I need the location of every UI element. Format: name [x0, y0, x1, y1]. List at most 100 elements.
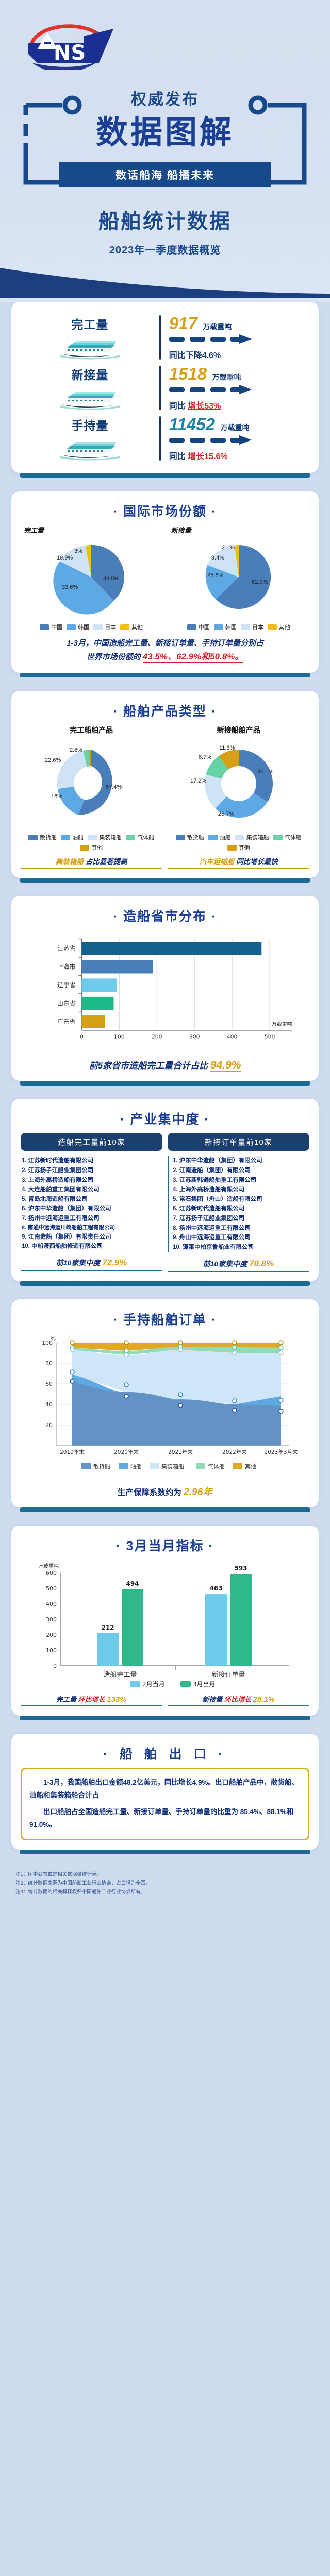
donut-title: 完工船舶产品	[70, 726, 113, 735]
overview-row: 完工量	[21, 312, 309, 363]
list-item: 10. 蓬莱中柏京鲁船业有限公司	[173, 1244, 254, 1250]
donut-label: 36.1%	[257, 769, 273, 775]
axis-tick: 100	[46, 1647, 57, 1654]
donut-legend: 散货船 油船 集装箱船 气体船 其他	[21, 833, 162, 852]
axis-tick: 40	[45, 1401, 53, 1408]
legend-item: 韩国	[67, 623, 89, 631]
list-item: 3. 江苏新韩通船舶重工有限公司	[173, 1177, 257, 1183]
list-item: 9. 舟山中远海运重工有限公司	[173, 1234, 251, 1241]
legend-item: 气体船	[126, 833, 154, 841]
bar-feb-neworders	[205, 1594, 227, 1666]
bar-category-label: 新接订单量	[211, 1671, 245, 1679]
bar-data-label: 463	[209, 1585, 222, 1592]
overview-change: 同比 增长15.6%	[169, 449, 309, 462]
card-shadow-bar	[20, 1715, 310, 1720]
legend-item: 中国	[40, 623, 62, 631]
svg-text:其他: 其他	[245, 1463, 256, 1470]
axis-unit-label: %	[51, 1336, 56, 1342]
concentration-foot-left: 前10家集中度 72.9%	[21, 1258, 162, 1272]
province-chart: 江苏省 上海市 辽宁省 山东省 广东省 0 100 200 300 400 50…	[21, 930, 309, 1053]
concentration-col-neworders: 新接订单量前10家 1. 沪东中华造船（集团）有限公司 2. 江南造船（集团）有…	[168, 1133, 309, 1272]
note-line-2: 世界市场份额的	[86, 653, 141, 662]
list-item: 7. 江苏扬子江船业集团公司	[173, 1215, 245, 1222]
bar-shanghai	[81, 960, 153, 974]
card-shadow-bar	[20, 473, 310, 478]
section-title: · 手持船舶订单 ·	[113, 1312, 217, 1327]
overview-change-prefix: 同比	[169, 452, 186, 461]
overview-change: 同比下降4.6%	[169, 348, 309, 361]
pie-charts: 完工量 43.5% 33.6% 19.9% 3%	[21, 525, 309, 620]
list-item: 6. 江苏新时代造船有限公司	[173, 1206, 245, 1212]
bar-category-label: 江苏省	[57, 945, 76, 952]
wave-divider	[0, 264, 330, 298]
slogan-banner: 数话船海 船播未来	[59, 162, 271, 188]
bar-liaoning	[81, 978, 117, 992]
bar-jiangsu	[81, 942, 262, 956]
concentration-card: · 产业集中度 · 造船完工量前10家 1. 江苏新时代造船有限公司 2. 江苏…	[11, 1099, 319, 1281]
footnote-line: 注1：图中公布或是相关数据量按计算。	[15, 1872, 102, 1878]
overview-divider	[159, 416, 161, 461]
export-text-box: 1-3月，我国船舶出口金额48.2亿美元，同比增长4.9%。出口船舶产品中，散货…	[21, 1767, 309, 1841]
legend-item: 其他	[227, 843, 250, 852]
pie-svg: 43.5% 33.6% 19.9% 3%	[53, 545, 125, 615]
pie-chart-neworders: 新接量 62.9% 25.6% 9.4% 2.1%	[168, 525, 309, 620]
overview-change-prefix: 同比下降4.6%	[169, 351, 221, 360]
overview-row: 手持量	[21, 413, 309, 464]
month-note-right: 新接量 环比增长 28.1%	[168, 1694, 309, 1706]
overview-row-right: 11452 万载重吨	[166, 416, 309, 462]
section-province: · 造船省市分布 ·	[0, 896, 330, 1086]
overview-row-left: 新接量	[21, 365, 159, 411]
card-shadow-bar	[20, 878, 310, 883]
bar-data-label: 593	[234, 1565, 247, 1572]
list-item: 1. 沪东中华造船（集团）有限公司	[173, 1158, 262, 1164]
province-note: 前5家省市造船完工量合计占比 94.9%	[89, 1059, 241, 1073]
donut-label: 57.4%	[106, 784, 122, 790]
list-item: 8. 扬州中远海运重工有限公司	[173, 1225, 251, 1231]
legend-item: 气体船	[273, 833, 302, 841]
donut-title: 新接船舶产品	[217, 726, 260, 735]
card-shadow-bar	[20, 673, 310, 678]
overview-divider	[159, 315, 161, 360]
header: NS 权威发布 数据图解	[0, 0, 330, 302]
legend-item: 油船	[208, 833, 231, 841]
overview-row-right: 1518 万载重吨	[166, 365, 309, 411]
donut-chart-completion: 完工船舶产品 57.4% 16% 22.6% 2.	[21, 725, 162, 852]
section-backlog: · 手持船舶订单 · % 100 80	[0, 1299, 330, 1512]
company-list-neworders: 1. 沪东中华造船（集团）有限公司 2. 江南造船（集团）有限公司 3. 江苏新…	[168, 1156, 309, 1252]
svg-text:NS: NS	[54, 41, 86, 65]
overview-label: 完工量	[71, 318, 109, 332]
month-card: · 3月当月指标 · 万载重吨 600 500 400 300 200 100 …	[11, 1525, 319, 1716]
axis-tick: 400	[227, 1033, 238, 1040]
axis-tick: 0	[80, 1033, 84, 1040]
backlog-legend: 散货船 油船 集装箱船 气体船 其他	[81, 1463, 256, 1470]
note-left: 集装箱船 占比显著提高	[21, 856, 162, 869]
axis-tick: 0	[53, 1663, 57, 1669]
bar-feb-completion	[97, 1632, 119, 1666]
axis-tick: 300	[46, 1616, 57, 1623]
section-title: · 船 舶 出 口 ·	[103, 1747, 227, 1761]
card-shadow-bar	[20, 1081, 310, 1086]
sub-subtitle: 2023年一季度数据概览	[109, 245, 221, 257]
list-item: 8. 南通中远海运川崎船舶工程有限公司	[22, 1224, 116, 1231]
legend-item: 其他	[267, 623, 290, 631]
overview-change-prefix: 同比	[169, 401, 186, 411]
overview-value: 11452	[169, 414, 216, 434]
axis-tick: 100	[114, 1033, 125, 1040]
pie-label: 33.6%	[62, 584, 78, 590]
pie-title: 新接量	[171, 527, 191, 535]
bar-mar-neworders	[230, 1573, 252, 1666]
section-month: · 3月当月指标 · 万载重吨 600 500 400 300 200 100 …	[0, 1525, 330, 1720]
list-item: 5. 常石集团（舟山）造船有限公司	[173, 1196, 262, 1202]
overview-change: 同比 增长53%	[169, 399, 309, 411]
axis-unit-label: 万载重吨	[272, 1021, 292, 1027]
ship-icon	[60, 341, 121, 360]
overview-unit: 万载重吨	[212, 372, 241, 381]
pie-label: 19.9%	[57, 555, 73, 561]
overview-change-highlight: 增长15.6%	[188, 452, 228, 461]
note-line-1: 1-3月，中国造船完工量、新接订单量、手持订单量分别占	[67, 639, 263, 648]
pie-label: 43.5%	[103, 575, 119, 582]
section-market-share: · 国际市场份额 · 完工量 43.5%	[0, 491, 330, 678]
svg-text:散货船: 散货船	[93, 1463, 110, 1470]
page-title: 数据图解	[95, 113, 234, 151]
list-item: 4. 大连船舶重工集团有限公司	[22, 1187, 100, 1193]
